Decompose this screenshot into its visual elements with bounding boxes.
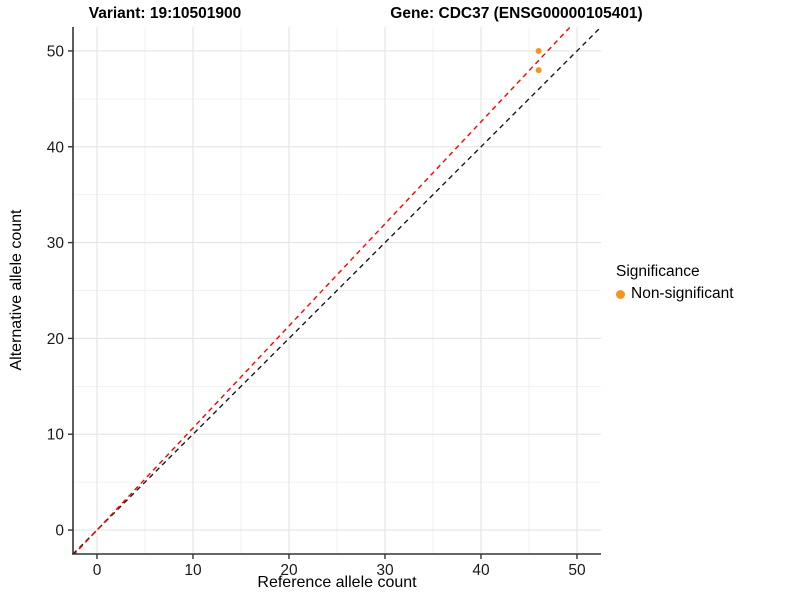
y-tick-label: 0 (55, 523, 64, 540)
x-tick-label: 0 (93, 562, 102, 579)
non-significant-dot-icon (616, 289, 625, 299)
identity-line (73, 27, 601, 554)
axis-ticks: 0 10 20 30 40 50 0 10 20 30 40 50 (47, 43, 586, 579)
legend: Significance Non-significant (616, 263, 734, 303)
y-tick-label: 30 (47, 235, 65, 252)
legend-item-non-significant: Non-significant (616, 285, 734, 303)
y-tick-label: 10 (47, 427, 65, 444)
data-point (535, 47, 542, 54)
y-tick-label: 40 (47, 139, 65, 156)
y-axis-title: Alternative allele count (8, 209, 25, 371)
legend-title: Significance (616, 263, 700, 280)
y-tick-label: 50 (47, 43, 65, 60)
plot-title-gene: Gene: CDC37 (ENSG00000105401) (390, 5, 643, 22)
x-tick-label: 10 (184, 562, 202, 579)
y-tick-label: 20 (47, 331, 65, 348)
points-group (535, 47, 542, 74)
x-tick-label: 30 (376, 562, 394, 579)
x-tick-label: 40 (472, 562, 490, 579)
x-axis-title: Reference allele count (257, 574, 417, 591)
data-point (535, 67, 542, 74)
major-gridlines (73, 27, 601, 554)
plot-title-variant: Variant: 19:10501900 (88, 5, 242, 22)
x-tick-label: 20 (280, 562, 298, 579)
fit-line (73, 27, 572, 554)
legend-item-label: Non-significant (631, 285, 734, 302)
x-tick-label: 50 (568, 562, 586, 579)
